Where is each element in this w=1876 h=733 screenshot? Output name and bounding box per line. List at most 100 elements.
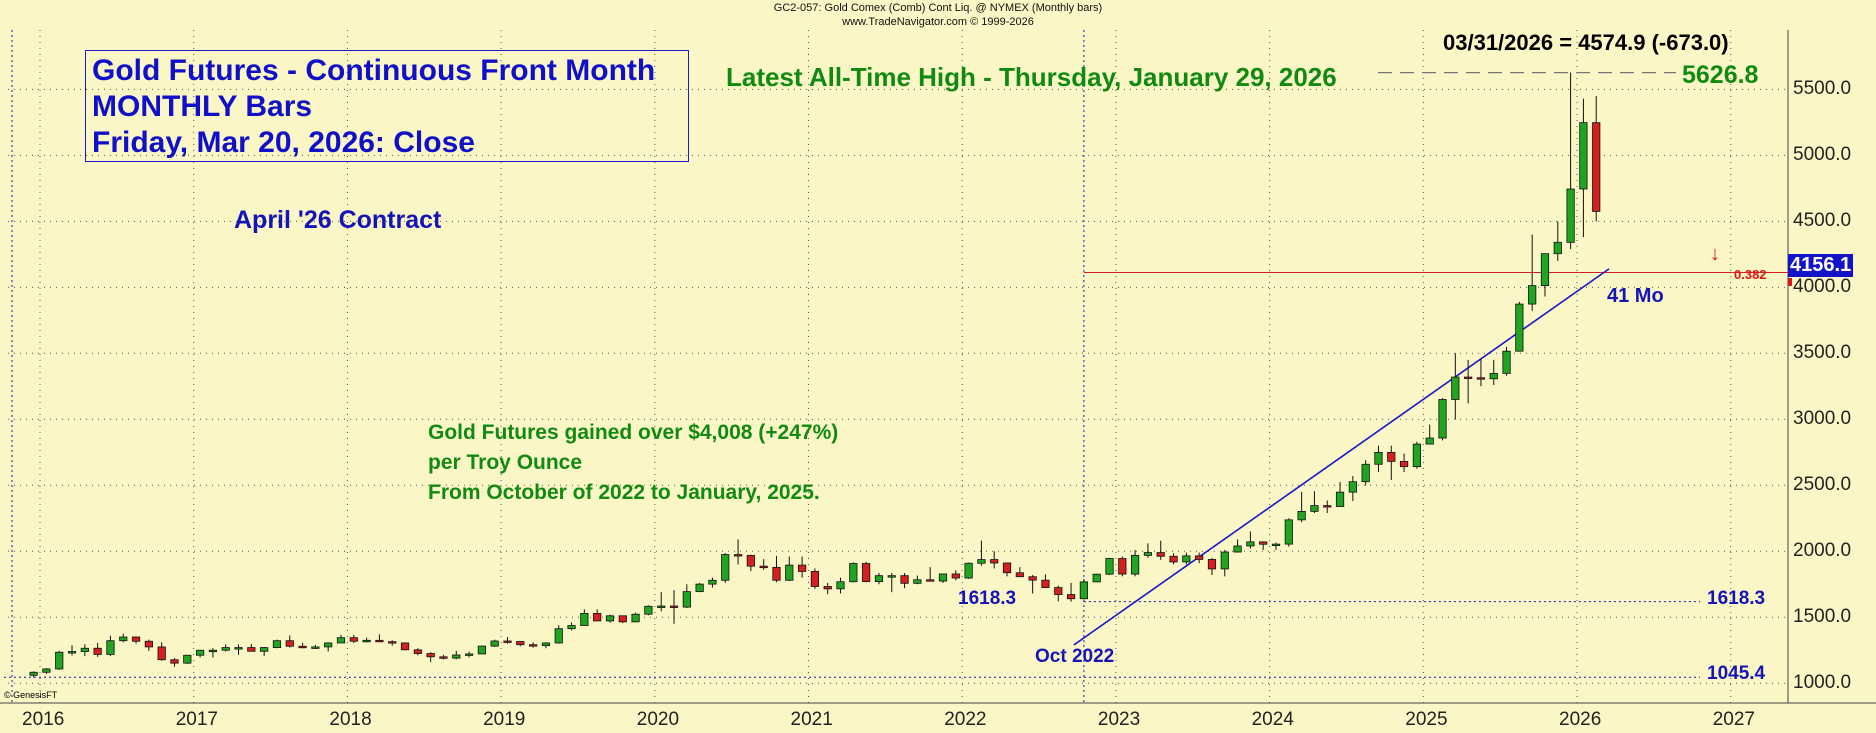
candle-body (1387, 452, 1396, 462)
candle-body (426, 653, 435, 658)
candle-body (1195, 555, 1204, 560)
candle-body (733, 554, 743, 557)
candle-body (42, 668, 51, 673)
candle-body (452, 654, 461, 659)
candle-body (836, 581, 845, 590)
candle-body (1323, 505, 1332, 508)
candle-body (1425, 437, 1434, 445)
candle-body (1054, 587, 1063, 595)
x-tick-label: 2021 (790, 709, 833, 730)
candle-body (1002, 562, 1012, 574)
low-1045-label: 1045.4 (1707, 663, 1766, 684)
candle-body (1464, 376, 1473, 379)
x-tick-label: 2023 (1097, 709, 1141, 730)
candle-body (1220, 551, 1229, 570)
candle-body (311, 646, 320, 649)
title-box: Gold Futures - Continuous Front Month MO… (85, 50, 689, 162)
candle-body (1105, 558, 1114, 575)
candle-body (580, 612, 589, 626)
contract-label: April '26 Contract (234, 206, 442, 234)
title-line-3: Friday, Mar 20, 2026: Close (92, 126, 475, 159)
low-1618-right-label: 1618.3 (1707, 588, 1766, 609)
y-tick-label: 4500.0 (1793, 210, 1852, 232)
candle-body (1412, 443, 1421, 468)
candle-body (234, 647, 243, 650)
y-tick-label: 4000.0 (1793, 276, 1852, 298)
candle-body (1553, 241, 1562, 255)
candle-body (1284, 519, 1293, 545)
candle-body (196, 649, 205, 656)
candle-body (823, 586, 832, 590)
candle-body (1182, 555, 1191, 563)
candle-body (336, 637, 346, 644)
candle-body (567, 625, 576, 630)
candle-body (221, 647, 230, 651)
candle-body (721, 554, 730, 581)
candle-body (157, 646, 166, 661)
fib-label: 0.382 (1734, 267, 1767, 282)
candle-body (55, 651, 64, 670)
candle-body (1515, 303, 1524, 352)
candle-body (1297, 510, 1306, 521)
y-tick-label: 5000.0 (1793, 144, 1852, 166)
candle-body (285, 640, 294, 647)
candle-body (605, 615, 615, 622)
y-tick-label: 5500.0 (1793, 78, 1852, 100)
ath-label: Latest All-Time High - Thursday, January… (726, 62, 1337, 92)
candle-body (657, 605, 666, 608)
candle-body (1566, 188, 1575, 243)
candle-body (862, 563, 871, 582)
candle-body (1207, 559, 1217, 570)
candle-body (593, 612, 602, 622)
candle-body (516, 641, 525, 646)
candle-body (1540, 253, 1550, 287)
candle-body (80, 647, 89, 652)
candle-body (119, 636, 128, 642)
candle-body (529, 644, 538, 647)
x-tick-label: 2025 (1405, 709, 1448, 730)
candle-body (810, 571, 820, 587)
candle-body (1271, 543, 1281, 547)
x-tick-label: 2027 (1712, 709, 1755, 730)
y-tick-label: 1500.0 (1793, 606, 1852, 628)
candle-body (1259, 541, 1268, 545)
x-tick-label: 2024 (1251, 709, 1294, 730)
candle-body (29, 671, 38, 676)
candle-body (913, 579, 922, 584)
candle-body (887, 575, 896, 578)
candle-body (938, 573, 948, 582)
y-tick-label: 2000.0 (1793, 540, 1852, 562)
candle-body (1489, 372, 1498, 380)
candle-body (1131, 554, 1140, 575)
candle-body (413, 649, 422, 654)
candle-body (1118, 558, 1127, 575)
ath-value: 5626.8 (1682, 61, 1759, 89)
candle-body (1310, 505, 1319, 512)
candle-body (669, 605, 679, 608)
candle-body (1066, 594, 1076, 600)
candle-body (362, 639, 371, 643)
candle-body (503, 640, 512, 643)
candle-body (477, 645, 486, 655)
candle-body (67, 651, 77, 654)
candle-body (1335, 491, 1345, 507)
x-tick-label: 2020 (636, 709, 680, 730)
candle-body (260, 647, 269, 652)
gain-line-1: Gold Futures gained over $4,008 (+247%) (428, 421, 839, 444)
candle-body (926, 579, 935, 582)
y-tick-label: 3500.0 (1793, 342, 1852, 364)
candle-body (977, 559, 986, 564)
candle-body (797, 564, 807, 572)
gain-line-3: From October of 2022 to January, 2025. (428, 481, 820, 504)
candle-body (1348, 481, 1357, 493)
candle-body (1156, 552, 1165, 557)
candle-body (695, 583, 704, 593)
candle-body (1399, 460, 1409, 468)
header-symbol: GC2-057: Gold Comex (Comb) Cont Liq. @ N… (773, 2, 1103, 14)
trend-label: 41 Mo (1607, 285, 1664, 307)
candle-body (541, 642, 551, 646)
candle-body (106, 640, 115, 655)
header-copyright: www.TradeNavigator.com © 1999-2026 (842, 16, 1034, 28)
